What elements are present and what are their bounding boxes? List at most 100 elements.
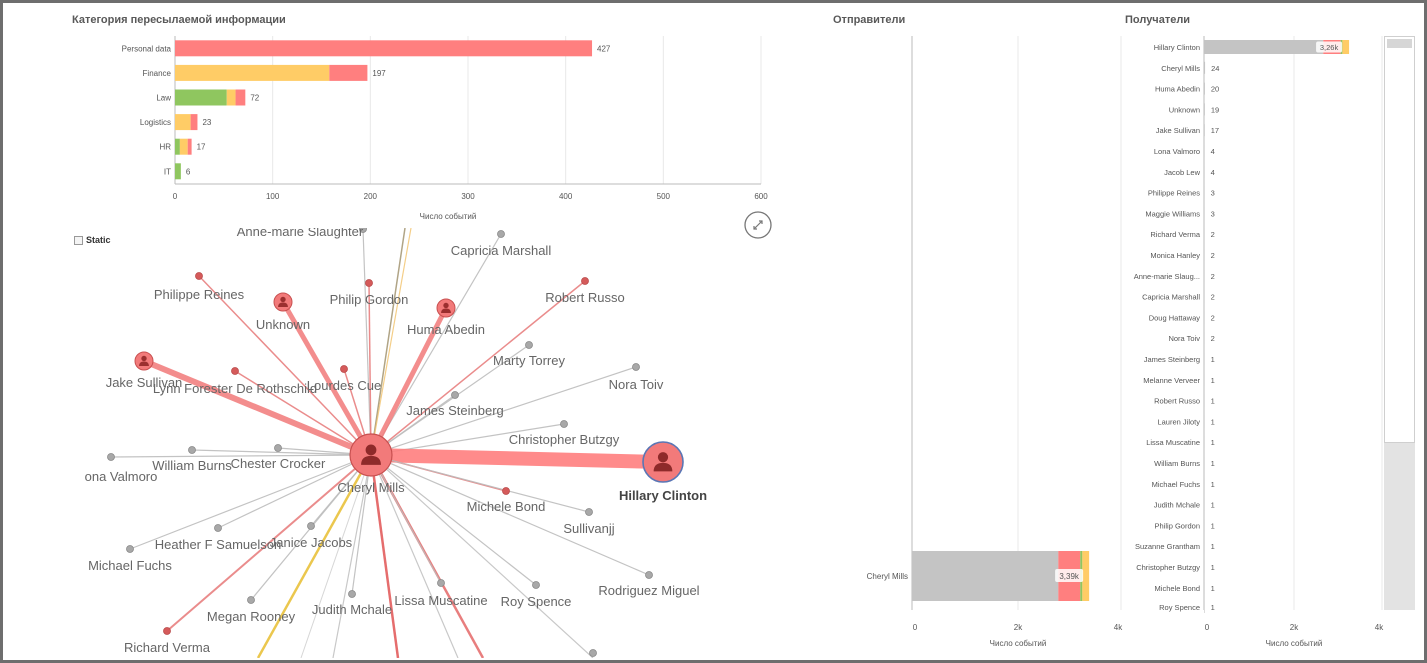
bar-segment-green [175, 89, 227, 106]
category-label: HR [159, 143, 171, 152]
category-label: Hillary Clinton [1154, 43, 1200, 52]
network-node-small [437, 579, 445, 587]
network-edge [370, 454, 459, 658]
network-node-small [502, 487, 510, 495]
network-node-label: Judith Mchale [312, 602, 392, 617]
bar-segment-red [175, 40, 593, 57]
category-label: Anne-marie Slaug... [1134, 272, 1200, 281]
bar [1204, 498, 1205, 511]
network-edge [198, 275, 372, 456]
bar [1204, 581, 1205, 594]
network-node-small [274, 444, 282, 452]
network-node-small [107, 453, 115, 461]
category-label: Michele Bond [1155, 584, 1200, 593]
network-node-label: Christopher Butzgy [509, 432, 620, 447]
bar-value-label: 1 [1211, 563, 1215, 572]
bar [1204, 332, 1205, 345]
bar-segment-grey [1204, 40, 1324, 54]
network-node-label: Michele Bond [467, 499, 546, 514]
network-edge [370, 454, 442, 584]
network-edge [370, 233, 502, 456]
bar [1204, 436, 1205, 449]
network-edge [300, 454, 372, 658]
bar [1204, 519, 1205, 532]
person-icon-body [441, 308, 451, 313]
network-node-label: Lissa Muscatine [394, 593, 487, 608]
network-node-label: James Steinberg [406, 403, 504, 418]
category-label: IT [164, 167, 171, 176]
static-checkbox[interactable]: Static [74, 235, 111, 245]
recipients-bar-chart: 0 2k 4k Число событий Hillary Clinton 3,26k Ch… [1134, 36, 1384, 648]
x-tick-label: 0 [1205, 623, 1210, 632]
network-node-small [451, 391, 459, 399]
network-graph[interactable]: Anne-marie Slaughter Capricia Marshall Phi… [3, 228, 793, 658]
network-node-small [231, 367, 239, 375]
category-label: Monica Hanley [1150, 251, 1200, 260]
x-axis-title: Число событий [420, 212, 477, 221]
category-label: Lauren Jiloty [1157, 417, 1200, 426]
network-node-label: Megan Rooney [207, 609, 296, 624]
recipients-scrollbar[interactable] [1384, 36, 1415, 610]
bar-value-label: 4 [1211, 168, 1215, 177]
network-node-label: Janice Jacobs [270, 535, 353, 550]
bar [1204, 165, 1205, 178]
category-label: Law [156, 94, 171, 103]
bar-value-label: 1 [1211, 459, 1215, 468]
category-label: Finance [143, 69, 172, 78]
network-node-small [126, 545, 134, 553]
person-icon-body [361, 455, 381, 465]
person-icon [441, 302, 451, 313]
bar-segment-red [190, 114, 198, 131]
network-node-small [163, 627, 171, 635]
bar [1204, 373, 1205, 386]
network-node-label: Cheryl Mills [337, 480, 405, 495]
network-edge [234, 370, 372, 456]
bar-segment-yellow [179, 138, 188, 155]
value-label-background [1055, 569, 1084, 582]
category-label: Michael Fuchs [1152, 480, 1201, 489]
bar-value-label: 1 [1211, 501, 1215, 510]
network-node-label: Michael Fuchs [88, 558, 172, 573]
categories-panel-title: Категория пересылаемой информации [72, 14, 286, 26]
bar-segment-red [187, 138, 192, 155]
network-node-label: Robert Russo [545, 290, 624, 305]
x-tick-label: 2k [1290, 623, 1299, 632]
bar-value-label: 6 [186, 167, 191, 176]
network-node-small [214, 524, 222, 532]
bar-segment-green [175, 138, 180, 155]
bar-value-label: 197 [372, 69, 386, 78]
person-icon [361, 444, 381, 465]
bar [1204, 311, 1205, 324]
bar [1204, 124, 1205, 137]
network-node-label: Anne-marie Slaughter [237, 228, 364, 239]
category-label: Richard Verma [1150, 230, 1200, 239]
person-icon-head [443, 302, 449, 309]
bar-value-label: 427 [597, 44, 611, 53]
network-edge [362, 228, 372, 456]
network-edge [370, 280, 586, 456]
person-icon-head [280, 296, 286, 303]
network-edge [191, 449, 372, 456]
category-label: Huma Abedin [1155, 85, 1200, 94]
network-edge [142, 358, 373, 458]
network-edge [369, 454, 400, 658]
scrollbar-thumb[interactable] [1384, 36, 1415, 443]
bar-value-label: 1 [1211, 603, 1215, 612]
x-tick-label: 600 [754, 192, 768, 201]
category-label: Unknown [1169, 105, 1200, 114]
x-tick-label: 0 [913, 623, 918, 632]
network-node-label: Unknown [256, 317, 310, 332]
expand-icon[interactable] [743, 210, 775, 242]
bar [1204, 290, 1205, 303]
value-label-background [1316, 41, 1343, 53]
person-icon-head [365, 444, 377, 456]
bar [1204, 145, 1205, 157]
bar [1204, 457, 1205, 469]
bar-value-label: 2 [1211, 272, 1215, 281]
bar-segment-yellow [226, 89, 236, 106]
network-node-label: Lourdes Cue [307, 378, 381, 393]
network-node-label: Huma Abedin [407, 322, 485, 337]
bar-value-label: 4 [1211, 147, 1215, 156]
checkbox-box[interactable] [74, 235, 83, 245]
bar-value-label: 19 [1211, 105, 1219, 114]
